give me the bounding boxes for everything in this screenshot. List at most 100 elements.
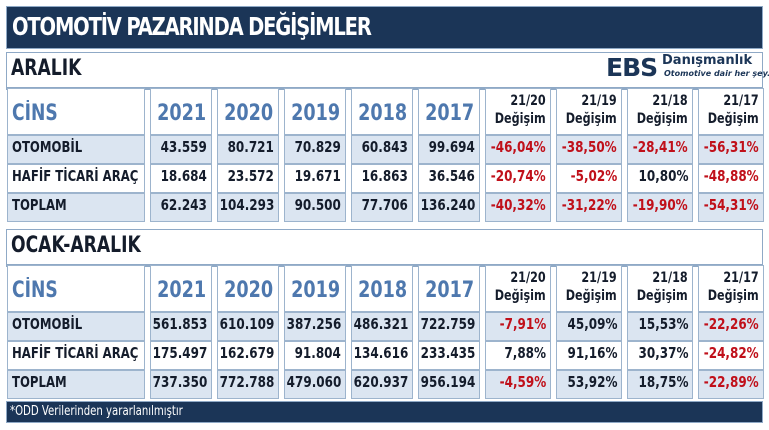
change-cell: -31,22% [556, 193, 622, 222]
value: 737.350 [152, 373, 207, 391]
change-value: -48,88% [704, 167, 759, 185]
value-cell: 737.350 [150, 370, 212, 399]
value-cell: 43.559 [150, 135, 212, 164]
change-label: 21/19 Değişim [557, 92, 617, 128]
row-label: TOPLAM [12, 196, 67, 214]
row-label-cell: OTOMOBİL [7, 135, 145, 164]
column-header-change: 21/19 Değişim [556, 265, 622, 312]
change-cell: -40,32% [485, 193, 551, 222]
column-header-year: 2017 [418, 88, 480, 135]
change-cell: -28,41% [627, 135, 693, 164]
change-cell: 30,37% [627, 341, 693, 370]
change-value: -54,31% [704, 196, 759, 214]
value: 80.721 [227, 138, 274, 156]
row-label: OTOMOBİL [12, 138, 83, 156]
value-cell: 18.684 [150, 164, 212, 193]
footer-bar: *ODD Verilerinden yararlanılmıştır [6, 401, 763, 423]
change-period: 21/18 [652, 270, 688, 286]
value: 18.684 [160, 167, 207, 185]
value: 610.109 [219, 315, 274, 333]
value-cell: 956.194 [418, 370, 480, 399]
year-label: 2018 [352, 278, 412, 303]
value: 772.788 [219, 373, 274, 391]
change-value: -4,59% [499, 373, 546, 391]
row-label-cell: HAFİF TİCARİ ARAÇ [7, 164, 145, 193]
year-label: 2017 [419, 278, 479, 303]
column-header-year: 2020 [217, 265, 279, 312]
change-word: Değişim [637, 111, 688, 127]
cins-label: CİNS [12, 101, 58, 126]
change-value: 18,75% [638, 373, 688, 391]
change-cell: -4,59% [485, 370, 551, 399]
change-value: 15,53% [638, 315, 688, 333]
change-period: 21/19 [581, 270, 617, 286]
year-text: 2018 [358, 101, 408, 126]
change-cell: 7,88% [485, 341, 551, 370]
year-text: 2019 [291, 101, 341, 126]
value: 136.240 [420, 196, 475, 214]
logo-brand: EBS [606, 53, 658, 82]
change-value: -46,04% [491, 138, 546, 156]
title-bar: OTOMOTİV PAZARINDA DEĞİŞİMLER [6, 6, 763, 49]
column-header-change: 21/17 Değişim [698, 88, 764, 135]
value: 91.804 [294, 344, 341, 362]
column-header-year: 2021 [150, 265, 212, 312]
value-cell: 233.435 [418, 341, 480, 370]
change-value: -7,91% [499, 315, 546, 333]
change-label: 21/17 Değişim [699, 92, 759, 128]
change-value: -5,02% [570, 167, 617, 185]
row-label: HAFİF TİCARİ ARAÇ [12, 167, 139, 185]
change-label: 21/20 Değişim [486, 269, 546, 305]
value: 62.243 [160, 196, 207, 214]
column-header-year: 2018 [351, 88, 413, 135]
column-header-year: 2017 [418, 265, 480, 312]
change-cell: 15,53% [627, 312, 693, 341]
column-header-change: 21/18 Değişim [627, 265, 693, 312]
column-header-year: 2019 [284, 265, 346, 312]
change-word: Değişim [708, 111, 759, 127]
change-label: 21/18 Değişim [628, 92, 688, 128]
logo-name: Danışmanlık [662, 53, 753, 68]
value: 19.671 [294, 167, 341, 185]
change-cell: -48,88% [698, 164, 764, 193]
year-text: 2018 [358, 278, 408, 303]
column-header-change: 21/17 Değişim [698, 265, 764, 312]
column-header-change: 21/19 Değişim [556, 88, 622, 135]
column-header-cins: CİNS [7, 88, 145, 135]
value-cell: 99.694 [418, 135, 480, 164]
value-cell: 80.721 [217, 135, 279, 164]
column-header-year: 2019 [284, 88, 346, 135]
change-value: -56,31% [704, 138, 759, 156]
change-value: 53,92% [567, 373, 617, 391]
change-period: 21/17 [723, 270, 759, 286]
change-value: -38,50% [562, 138, 617, 156]
column-header-year: 2021 [150, 88, 212, 135]
change-cell: -46,04% [485, 135, 551, 164]
change-period: 21/20 [510, 270, 546, 286]
change-word: Değişim [566, 111, 617, 127]
value: 387.256 [286, 315, 341, 333]
change-cell: -56,31% [698, 135, 764, 164]
change-value: -22,26% [704, 315, 759, 333]
value-cell: 134.616 [351, 341, 413, 370]
value: 16.863 [361, 167, 408, 185]
column-header-cins: CİNS [7, 265, 145, 312]
source-note: *ODD Verilerinden yararlanılmıştır [10, 404, 183, 419]
change-word: Değişim [637, 288, 688, 304]
change-word: Değişim [495, 111, 546, 127]
change-label: 21/20 Değişim [486, 92, 546, 128]
year-label: 2017 [419, 101, 479, 126]
value-cell: 162.679 [217, 341, 279, 370]
column-header-year: 2018 [351, 265, 413, 312]
value: 175.497 [152, 344, 207, 362]
change-cell: -38,50% [556, 135, 622, 164]
value: 233.435 [420, 344, 475, 362]
value: 99.694 [428, 138, 475, 156]
change-label: 21/17 Değişim [699, 269, 759, 305]
year-text: 2021 [157, 278, 207, 303]
year-label: 2018 [352, 101, 412, 126]
value: 77.706 [361, 196, 408, 214]
change-cell: -54,31% [698, 193, 764, 222]
value: 104.293 [219, 196, 274, 214]
year-text: 2021 [157, 101, 207, 126]
